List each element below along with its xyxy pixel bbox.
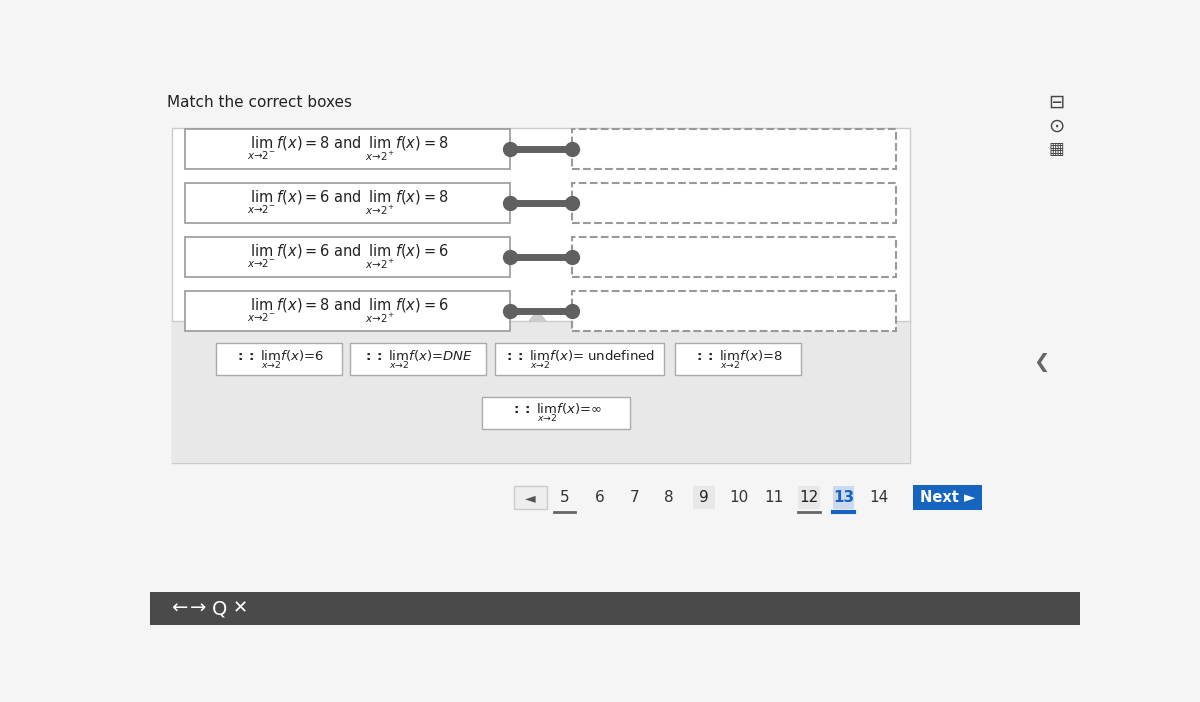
Text: $\lim_{x\to2^-} f(x) = 6$ and $\lim_{x\to2^+} f(x) = 8$: $\lim_{x\to2^-} f(x) = 6$ and $\lim_{x\t… (247, 189, 449, 217)
Bar (172, 128, 910, 463)
Bar (572, 183, 896, 223)
Text: Q: Q (212, 599, 228, 618)
Text: ⊙: ⊙ (1049, 117, 1064, 135)
Bar (913, 485, 982, 510)
Bar (482, 397, 630, 429)
Text: $\mathbf{::}$ $\lim_{x\to2} f(x) = 8$: $\mathbf{::}$ $\lim_{x\to2} f(x) = 8$ (694, 347, 782, 371)
Text: 5: 5 (560, 490, 570, 505)
Text: 6: 6 (595, 490, 605, 505)
Text: $\mathbf{::}$ $\lim_{x\to2} f(x) = \infty$: $\mathbf{::}$ $\lim_{x\to2} f(x) = \inft… (511, 402, 601, 425)
Text: 14: 14 (869, 490, 888, 505)
Text: $\lim_{x\to2^-} f(x) = 8$ and $\lim_{x\to2^+} f(x) = 8$: $\lim_{x\to2^-} f(x) = 8$ and $\lim_{x\t… (247, 135, 449, 163)
Polygon shape (529, 312, 545, 321)
Text: 10: 10 (730, 490, 749, 505)
Text: →: → (190, 599, 206, 618)
Text: 12: 12 (799, 490, 818, 505)
Bar (185, 237, 510, 277)
Bar (172, 321, 910, 463)
Text: Match the correct boxes: Match the correct boxes (167, 95, 352, 110)
Bar (694, 486, 715, 509)
Text: Next ►: Next ► (920, 490, 976, 505)
Text: 7: 7 (630, 490, 640, 505)
Bar (833, 486, 854, 509)
Bar (515, 486, 547, 509)
Bar (150, 592, 1080, 625)
Text: $\lim_{x\to2^-} f(x) = 6$ and $\lim_{x\to2^+} f(x) = 6$: $\lim_{x\to2^-} f(x) = 6$ and $\lim_{x\t… (247, 243, 449, 271)
Text: ◄: ◄ (526, 491, 536, 505)
Text: 9: 9 (700, 490, 709, 505)
Text: ▦: ▦ (1049, 140, 1064, 158)
Bar (572, 129, 896, 169)
Bar (494, 343, 664, 376)
Bar (185, 129, 510, 169)
Text: $\lim_{x\to2^-} f(x) = 8$ and $\lim_{x\to2^+} f(x) = 6$: $\lim_{x\to2^-} f(x) = 8$ and $\lim_{x\t… (247, 297, 449, 324)
Text: $\mathbf{::}$ $\lim_{x\to2} f(x) = 6$: $\mathbf{::}$ $\lim_{x\to2} f(x) = 6$ (235, 347, 324, 371)
Text: $\mathbf{::}$ $\lim_{x\to2} f(x) =$ undefined: $\mathbf{::}$ $\lim_{x\to2} f(x) =$ unde… (504, 347, 655, 371)
Text: 13: 13 (833, 490, 854, 505)
Bar (185, 183, 510, 223)
Text: $\mathbf{::}$ $\lim_{x\to2} f(x) = DNE$: $\mathbf{::}$ $\lim_{x\to2} f(x) = DNE$ (362, 347, 473, 371)
Bar (676, 343, 802, 376)
Bar (216, 343, 342, 376)
Bar (572, 291, 896, 331)
Text: 8: 8 (665, 490, 674, 505)
Text: 11: 11 (764, 490, 784, 505)
Text: ←: ← (172, 599, 187, 618)
Bar (572, 237, 896, 277)
Text: ❮: ❮ (1033, 354, 1050, 373)
Bar (185, 291, 510, 331)
Text: ✕: ✕ (233, 600, 247, 618)
Bar (350, 343, 486, 376)
Text: ⊟: ⊟ (1049, 93, 1064, 112)
Bar (798, 486, 820, 509)
